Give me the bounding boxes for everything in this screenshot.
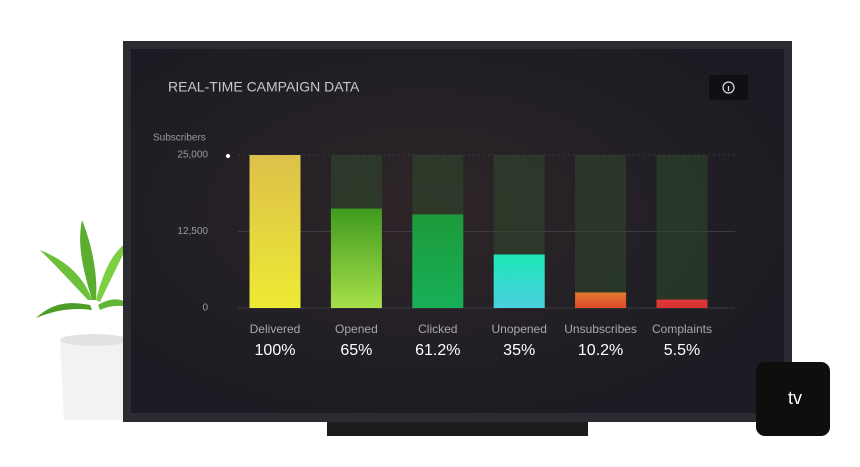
bar-track (575, 155, 627, 308)
x-tick-label: Unopened (492, 322, 547, 336)
chart-title: REAL-TIME CAMPAIGN DATA (168, 79, 360, 95)
value-label: 5.5% (664, 342, 700, 359)
value-label: 10.2% (578, 342, 623, 359)
y-axis-label: Subscribers (153, 133, 206, 144)
plant (36, 220, 135, 420)
y-tick-label: 12,500 (177, 226, 208, 237)
bar (493, 254, 545, 308)
x-tick-label: Unsubscribes (564, 322, 637, 336)
value-label: 35% (503, 342, 535, 359)
plot: 0 12,500 25,000 Delivered 100% Opened 65% Click… (177, 150, 735, 359)
marker-dot (226, 154, 230, 158)
bar-track (656, 155, 708, 308)
x-tick-label: Opened (335, 322, 378, 336)
bar (575, 292, 627, 308)
tv-stand (327, 422, 588, 436)
bar (412, 214, 464, 308)
device-label: tv (788, 388, 802, 408)
value-label: 65% (340, 342, 372, 359)
bar (330, 208, 382, 308)
value-label: 61.2% (415, 342, 460, 359)
bar (656, 299, 708, 308)
x-tick-label: Clicked (418, 322, 457, 336)
bar (249, 155, 301, 308)
x-tick-label: Delivered (250, 322, 301, 336)
x-tick-label: Complaints (652, 322, 712, 336)
apple-tv-box (756, 362, 830, 436)
value-label: 100% (255, 342, 296, 359)
y-tick-label: 25,000 (177, 150, 208, 161)
info-icon (722, 81, 735, 94)
y-tick-label: 0 (202, 303, 208, 314)
